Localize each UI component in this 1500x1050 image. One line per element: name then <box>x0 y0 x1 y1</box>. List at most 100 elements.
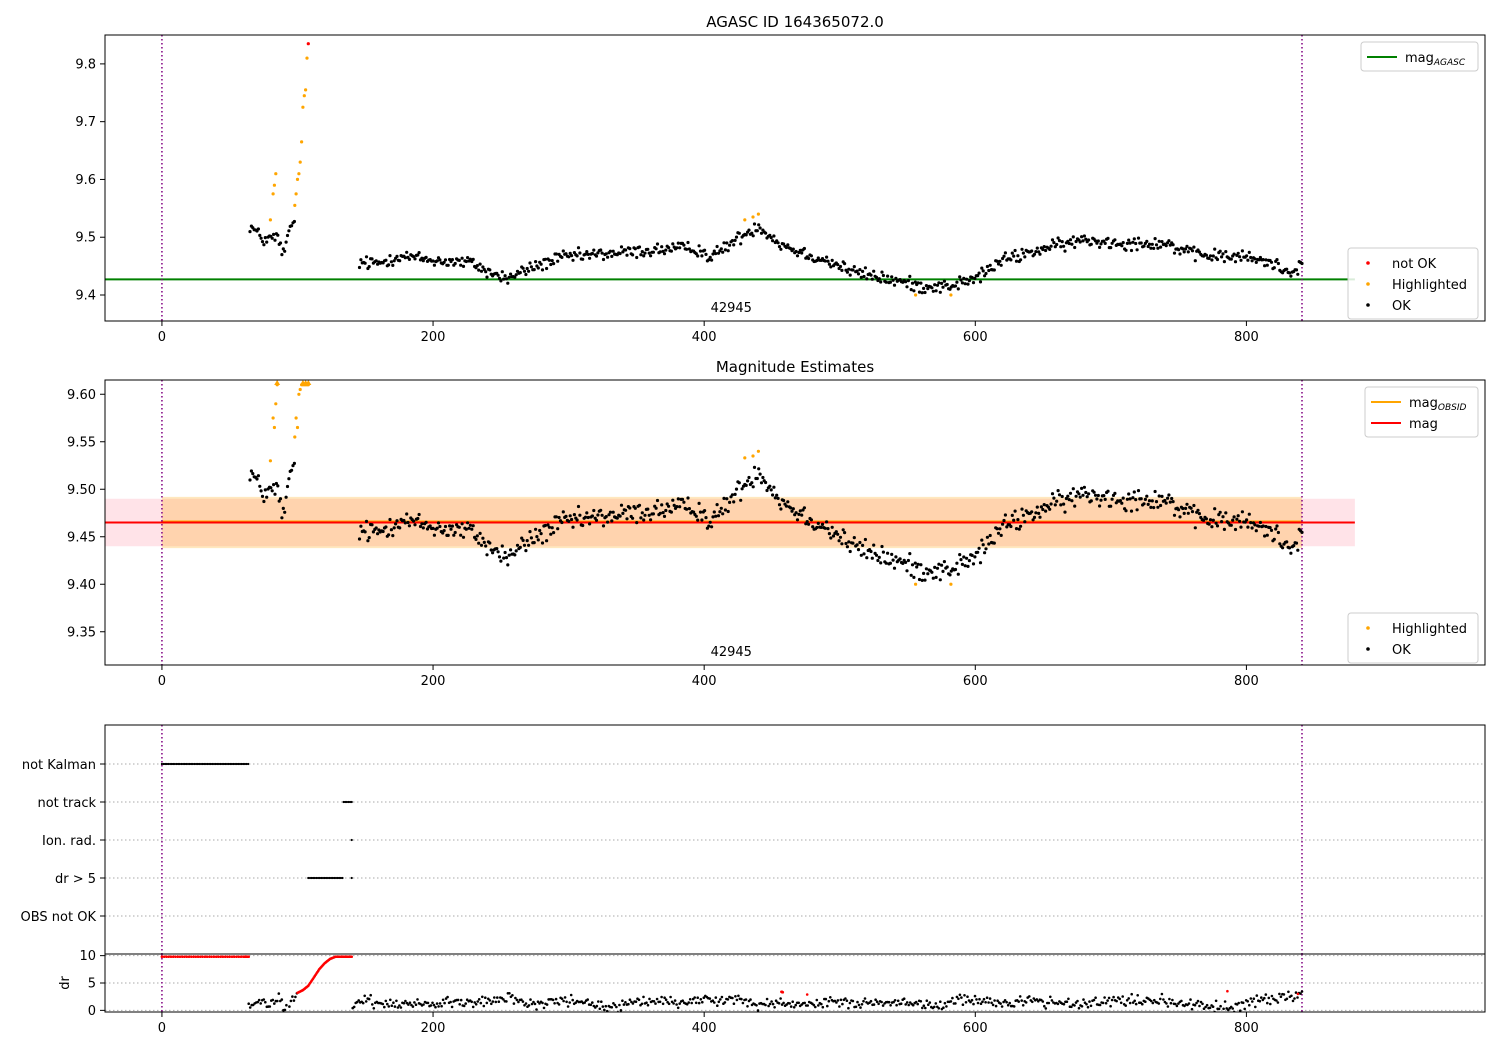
ok-point <box>744 998 748 1001</box>
ok-point <box>870 556 874 560</box>
y-tick-label: 9.50 <box>67 483 96 498</box>
ok-point <box>1248 1003 1251 1007</box>
flag-point <box>338 876 341 880</box>
ok-point <box>524 272 528 277</box>
ok-point <box>877 555 881 560</box>
ok-point <box>718 510 722 514</box>
ok-point <box>273 1002 276 1005</box>
ok-point <box>1019 524 1023 528</box>
ok-point <box>1056 236 1060 240</box>
ok-point <box>497 1000 501 1003</box>
ok-point <box>851 999 855 1003</box>
ok-point <box>1041 507 1045 512</box>
ok-point <box>561 249 565 253</box>
ok-point <box>371 530 375 534</box>
highlighted-point <box>268 218 272 222</box>
ok-point <box>283 510 287 514</box>
ok-point <box>284 240 288 244</box>
ok-point <box>1215 524 1220 528</box>
ok-point <box>624 508 628 512</box>
ok-point <box>820 522 825 527</box>
ok-point <box>1124 509 1128 513</box>
ok-point <box>1197 250 1201 254</box>
ok-point <box>450 258 454 262</box>
flag-point <box>321 876 325 880</box>
ok-point <box>488 268 492 272</box>
ok-point <box>992 541 996 545</box>
ok-point <box>862 274 866 279</box>
legend-label: not OK <box>1392 257 1437 272</box>
ok-point <box>750 231 754 235</box>
flag-point <box>191 762 194 766</box>
ok-point <box>1215 257 1220 262</box>
not-ok-point <box>205 955 209 958</box>
ok-point <box>874 998 877 1001</box>
ok-point <box>700 518 704 522</box>
ok-point <box>700 254 704 258</box>
ok-point <box>682 500 686 504</box>
ok-point <box>450 524 454 528</box>
ok-point <box>514 273 518 277</box>
ok-point <box>998 259 1002 263</box>
ok-point <box>678 246 682 250</box>
ok-point <box>604 515 608 519</box>
ok-point <box>1192 245 1196 249</box>
ok-point <box>258 233 262 237</box>
ok-point <box>1014 259 1019 263</box>
ok-point <box>721 250 725 254</box>
ok-point <box>1222 527 1226 532</box>
ok-point <box>1041 1000 1045 1003</box>
ok-point <box>443 524 448 529</box>
ok-point <box>999 1002 1002 1005</box>
ok-point <box>464 1002 468 1005</box>
ok-point <box>1132 490 1136 494</box>
ok-point <box>1089 1004 1093 1008</box>
ok-point <box>1030 249 1034 253</box>
ok-point <box>404 999 407 1003</box>
ok-point <box>1290 994 1293 998</box>
ok-point <box>913 280 917 284</box>
ok-point <box>355 1000 359 1004</box>
ok-point <box>717 1000 721 1004</box>
ok-point <box>1211 1005 1215 1008</box>
ok-point <box>938 578 942 582</box>
ok-point <box>1110 497 1114 501</box>
ok-point <box>583 252 588 256</box>
ok-point <box>916 562 920 566</box>
ok-point <box>953 567 958 572</box>
ok-point <box>894 555 898 559</box>
flag-point <box>240 762 243 766</box>
ok-point <box>475 264 479 268</box>
ok-point <box>1205 1003 1209 1007</box>
ok-point <box>967 279 972 283</box>
ok-point <box>990 1001 993 1005</box>
flag-point <box>209 762 212 766</box>
ok-point <box>713 1001 716 1004</box>
ok-point <box>930 286 934 290</box>
ok-point <box>757 223 761 227</box>
ok-point <box>982 997 986 1001</box>
flag-point <box>196 762 199 766</box>
ok-point <box>550 526 554 530</box>
ok-point <box>1186 250 1190 254</box>
highlighted-point <box>295 425 300 430</box>
y-tick-label: 9.55 <box>67 435 96 450</box>
ok-point <box>1073 504 1077 508</box>
ok-point <box>468 523 472 527</box>
ok-point <box>424 255 428 259</box>
ok-point <box>495 547 499 551</box>
ok-point <box>1057 239 1062 243</box>
not-ok-point <box>781 991 785 994</box>
highlighted-point <box>914 293 918 297</box>
flag-point <box>235 762 238 766</box>
ok-point <box>1068 238 1073 242</box>
ok-point <box>988 533 992 538</box>
ok-point <box>528 261 532 265</box>
ok-point <box>482 1004 486 1008</box>
clipped-marker <box>274 380 281 385</box>
ok-point <box>733 238 737 242</box>
ok-point <box>1239 258 1243 262</box>
ok-point <box>678 1002 681 1005</box>
ok-point <box>435 526 439 530</box>
ok-point <box>747 228 751 232</box>
